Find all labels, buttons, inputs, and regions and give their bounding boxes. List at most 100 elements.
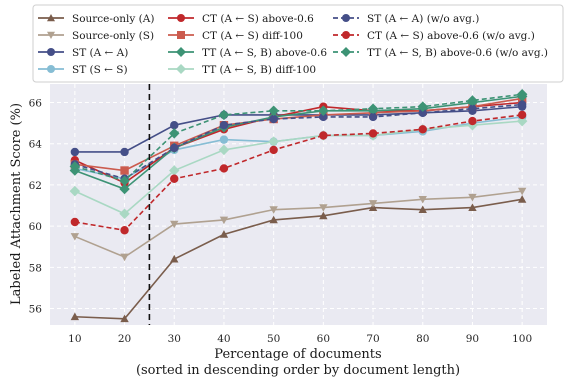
data-point [119,183,130,195]
legend-item: CT (A ← S) diff-100 [168,30,303,42]
legend-item: TT (A ← S, B) above-0.6 [168,47,327,59]
data-point [268,136,279,147]
series-line [74,120,523,215]
legend: Source-only (A) Source-only (S) ST (A ← A)… [32,4,564,83]
y-tick-label: 64 [29,139,43,151]
x-tick-label: 10 [68,333,81,345]
data-point [367,103,379,114]
data-point [517,110,527,120]
data-point [170,174,179,183]
legend-marker [177,14,185,22]
data-point [120,253,129,262]
legend-marker [342,14,350,22]
data-point [516,115,528,127]
legend-item: ST (S ← S) [38,64,128,76]
data-point [169,128,180,139]
legend-item: ST (A ← A) [38,47,128,59]
data-point [269,206,278,214]
series-line [74,103,523,180]
data-point [69,161,81,172]
legend-marker [47,65,55,73]
legend-label: ST (S ← S) [72,64,128,76]
data-point [418,125,427,134]
x-tick-label: 20 [118,333,131,345]
legend-label: CT (A ← S) above-0.6 [202,13,314,25]
x-axis-label-note: (sorted in descending order by document … [136,363,460,378]
data-point [319,112,328,122]
data-point [219,216,229,225]
legend-marker [176,47,186,57]
data-point [468,104,477,113]
data-point [368,129,378,138]
data-point [517,187,527,196]
legend-label: Source-only (A) [72,13,154,25]
tick-labels: 10 20 30 40 50 60 70 80 90 100 56 58 60 62 64 66 [29,98,533,345]
legend-marker [47,31,55,39]
legend-box [32,4,564,83]
data-point [269,145,278,155]
series-line [74,114,523,232]
y-tick-label: 62 [29,180,42,192]
data-point [219,120,229,130]
x-tick-label: 80 [416,333,429,345]
x-tick-label: 60 [317,333,330,345]
legend-label: CT (A ← S) diff-100 [202,30,303,42]
legend-item: CT (A ← S) above-0.6 [168,13,314,25]
data-point [170,254,179,263]
data-point [170,143,179,153]
series-8 [70,100,527,183]
legend-item: CT (A ← S) above-0.6 (w/o avg.) [333,30,535,42]
data-point [417,101,428,112]
data-point [516,89,528,100]
legend-item: TT (A ← S, B) diff-100 [168,64,316,76]
data-point [517,100,527,109]
data-point [468,203,477,211]
x-tick-label: 90 [466,333,479,345]
data-point [218,109,230,121]
data-point [169,165,180,176]
y-axis-label: Labeled Attachment Score (%) [9,103,24,305]
data-point [69,185,81,197]
data-point [517,195,527,203]
legend-marker [176,64,186,74]
legend-label: ST (A ← A) (w/o avg.) [367,13,479,25]
y-tick-label: 60 [29,221,42,233]
legend-marker [342,31,350,39]
x-axis-label: Percentage of documents [214,347,381,362]
legend-item: TT (A ← S, B) above-0.6 (w/o avg.) [333,47,548,59]
data-point [120,147,129,157]
data-point [170,120,179,130]
series-9 [70,110,527,235]
legend-item: ST (A ← A) (w/o avg.) [333,13,479,25]
series-10 [69,89,528,187]
data-point [468,116,477,126]
y-tick-label: 66 [29,98,43,110]
data-point [70,147,80,157]
legend-marker [341,47,351,57]
data-point [120,166,129,175]
data-point [418,205,427,214]
legend-marker [47,48,55,56]
legend-marker [177,31,185,39]
x-tick-label: 40 [217,333,230,345]
data-point [319,204,328,212]
data-point [120,314,129,323]
series-1 [70,187,527,262]
data-point [368,200,378,208]
y-tick-label: 56 [29,304,43,316]
data-point [268,105,279,117]
x-tick-label: 100 [512,333,532,345]
data-point [318,105,329,117]
data-point [219,135,229,144]
series-line [74,190,523,258]
data-point [70,233,80,241]
legend-item: Source-only (A) [38,13,154,25]
series-layer [69,89,528,323]
data-point [70,217,80,227]
data-point [368,112,378,122]
data-point [119,175,130,187]
legend-item: Source-only (S) [38,30,154,42]
legend-label: CT (A ← S) above-0.6 (w/o avg.) [367,30,535,42]
data-point [119,208,130,220]
x-tick-label: 70 [366,333,379,345]
